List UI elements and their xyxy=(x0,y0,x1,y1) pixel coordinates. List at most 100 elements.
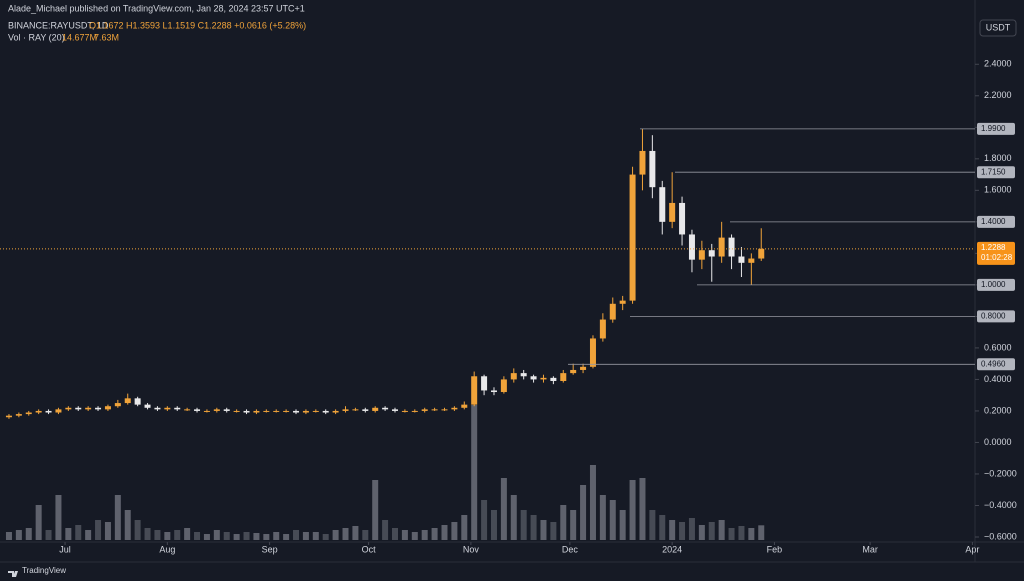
volume-bar xyxy=(421,530,428,540)
volume-bar xyxy=(253,533,260,540)
y-tick-label: 2.4000 xyxy=(984,59,1012,69)
level-label: 0.4960 xyxy=(981,359,1006,368)
volume-bar xyxy=(580,485,587,540)
volume-bar xyxy=(411,532,418,540)
volume-bar xyxy=(342,528,349,540)
candle-body xyxy=(273,410,280,412)
currency-button[interactable] xyxy=(979,19,1017,37)
volume-bar xyxy=(5,532,12,540)
volume-bar xyxy=(55,495,62,540)
candle-body xyxy=(490,390,497,393)
x-tick-label: Mar xyxy=(862,544,878,554)
volume-bar xyxy=(471,405,478,540)
candle-body xyxy=(411,410,418,412)
candle-body xyxy=(243,410,250,413)
candle-body xyxy=(154,407,161,410)
candle-body xyxy=(174,407,181,410)
volume-bar xyxy=(550,522,557,540)
level-label: 1.4000 xyxy=(981,217,1006,226)
y-tick-label: 1.6000 xyxy=(984,185,1012,195)
volume-bar xyxy=(688,518,695,540)
candle-body xyxy=(401,410,408,412)
volume-bar xyxy=(273,532,280,540)
candle-body xyxy=(550,377,557,381)
volume-bar xyxy=(85,530,92,540)
candle-body xyxy=(619,300,626,304)
volume-bar xyxy=(481,500,488,540)
level-label: 1.0000 xyxy=(981,280,1006,289)
volume-bar xyxy=(708,522,715,540)
volume-bar xyxy=(134,520,141,540)
volume-bar xyxy=(619,510,626,540)
volume-bar xyxy=(431,528,438,540)
candle-body xyxy=(748,258,755,263)
candle-body xyxy=(471,376,478,405)
candle-body xyxy=(639,150,646,175)
symbol: BINANCE:RAYUSDT, 1D xyxy=(8,20,109,30)
candle-body xyxy=(213,409,220,411)
volume-bar xyxy=(114,495,121,540)
volume-bar xyxy=(174,530,181,540)
volume-bar xyxy=(352,526,359,540)
x-tick-label: Jul xyxy=(59,544,71,554)
volume-bar xyxy=(144,528,151,540)
volume-bar xyxy=(75,525,82,540)
volume-bar xyxy=(312,532,319,540)
volume-bar xyxy=(283,534,290,540)
candle-body xyxy=(45,410,52,413)
publisher: Alade_Michael published on TradingView.c… xyxy=(8,3,305,13)
candle-body xyxy=(322,410,329,413)
level-label-bg xyxy=(977,310,1015,323)
volume-bar xyxy=(510,495,517,540)
candle-body xyxy=(203,410,210,412)
candle-body xyxy=(223,409,230,411)
x-tick-label: Aug xyxy=(159,544,175,554)
y-tick-label: 0.2000 xyxy=(984,405,1012,415)
volume-bar xyxy=(124,510,131,540)
level-label-bg xyxy=(977,166,1015,179)
candle-body xyxy=(293,410,300,413)
currency[interactable]: USDT xyxy=(986,22,1011,32)
candle-body xyxy=(114,403,121,407)
volume-bar xyxy=(698,525,705,540)
candle-body xyxy=(65,407,72,410)
volume-bar xyxy=(659,515,666,540)
volume-bar xyxy=(164,532,171,540)
ohlc: O1.1672 H1.3593 L1.1519 C1.2288 +0.0616 … xyxy=(89,20,306,30)
volume-bar xyxy=(718,520,725,540)
level-label-bg xyxy=(977,278,1015,291)
volume-bar xyxy=(45,530,52,540)
volume-value: 14.677M xyxy=(62,32,97,42)
candle-body xyxy=(233,410,240,412)
volume-bar xyxy=(738,526,745,540)
level-label-bg xyxy=(977,122,1015,135)
candle-body xyxy=(382,407,389,410)
candle-body xyxy=(609,303,616,320)
volume-bar xyxy=(589,465,596,540)
candle-body xyxy=(530,376,537,380)
volume-ma: 7.63M xyxy=(94,32,119,42)
volume-bar xyxy=(599,495,606,540)
volume-bar xyxy=(560,505,567,540)
countdown: 01:02:28 xyxy=(981,253,1013,262)
candle-body xyxy=(302,410,309,413)
volume-bar xyxy=(500,478,507,540)
volume-bar xyxy=(392,528,398,540)
y-tick-label: 0.0000 xyxy=(984,437,1012,447)
x-tick-label: Dec xyxy=(562,544,579,554)
volume-bar xyxy=(65,528,72,540)
candle-body xyxy=(708,250,715,257)
candle-body xyxy=(372,407,379,411)
candle-body xyxy=(75,407,82,410)
volume-bar xyxy=(104,522,111,540)
level-label: 1.9900 xyxy=(981,124,1006,133)
volume-bar xyxy=(223,532,230,540)
candle-body xyxy=(589,338,596,367)
x-tick-label: Oct xyxy=(362,544,377,554)
volume-bar xyxy=(263,534,270,540)
candle-body xyxy=(431,409,438,411)
volume-bar xyxy=(35,505,42,540)
candle-body xyxy=(728,237,735,257)
candle-body xyxy=(669,202,676,222)
candle-body xyxy=(570,369,577,374)
